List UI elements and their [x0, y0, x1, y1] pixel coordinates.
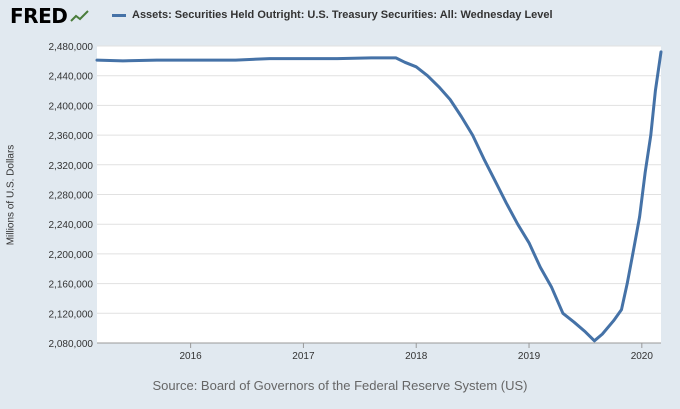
fred-logo-text: FRED: [10, 4, 68, 28]
y-tick-label: 2,200,000: [49, 250, 94, 261]
x-tick-label: 2018: [405, 351, 428, 362]
x-tick-label: 2017: [292, 351, 315, 362]
y-axis: 2,080,000 2,120,000 2,160,000 2,200,000 2,24…: [49, 42, 94, 350]
x-tick-label: 2019: [518, 351, 541, 362]
legend[interactable]: Assets: Securities Held Outright: U.S. T…: [112, 9, 553, 21]
y-tick-label: 2,400,000: [49, 101, 94, 112]
fred-logo[interactable]: FRED: [10, 4, 91, 28]
y-tick-label: 2,440,000: [49, 72, 94, 83]
legend-swatch: [112, 13, 126, 17]
series-line[interactable]: [95, 50, 663, 343]
chart-trend-icon: [70, 8, 91, 24]
y-tick-label: 2,280,000: [49, 191, 94, 202]
y-tick-label: 2,240,000: [49, 220, 94, 231]
y-tick-label: 2,480,000: [49, 42, 94, 53]
x-tick-label: 2020: [631, 351, 654, 362]
source-note: Source: Board of Governors of the Federa…: [152, 378, 528, 393]
y-tick-label: 2,360,000: [49, 131, 94, 142]
y-tick-label: 2,080,000: [49, 339, 94, 350]
x-tick-label: 2016: [179, 351, 202, 362]
y-axis-label: Millions of U.S. Dollars: [5, 144, 17, 246]
series-layer: [95, 50, 663, 343]
x-axis: 2016 2017 2018 2019 2020: [97, 342, 661, 362]
legend-label: Assets: Securities Held Outright: U.S. T…: [132, 9, 553, 21]
y-tick-label: 2,160,000: [49, 280, 94, 291]
y-tick-label: 2,320,000: [49, 161, 94, 172]
y-tick-label: 2,120,000: [49, 309, 94, 320]
